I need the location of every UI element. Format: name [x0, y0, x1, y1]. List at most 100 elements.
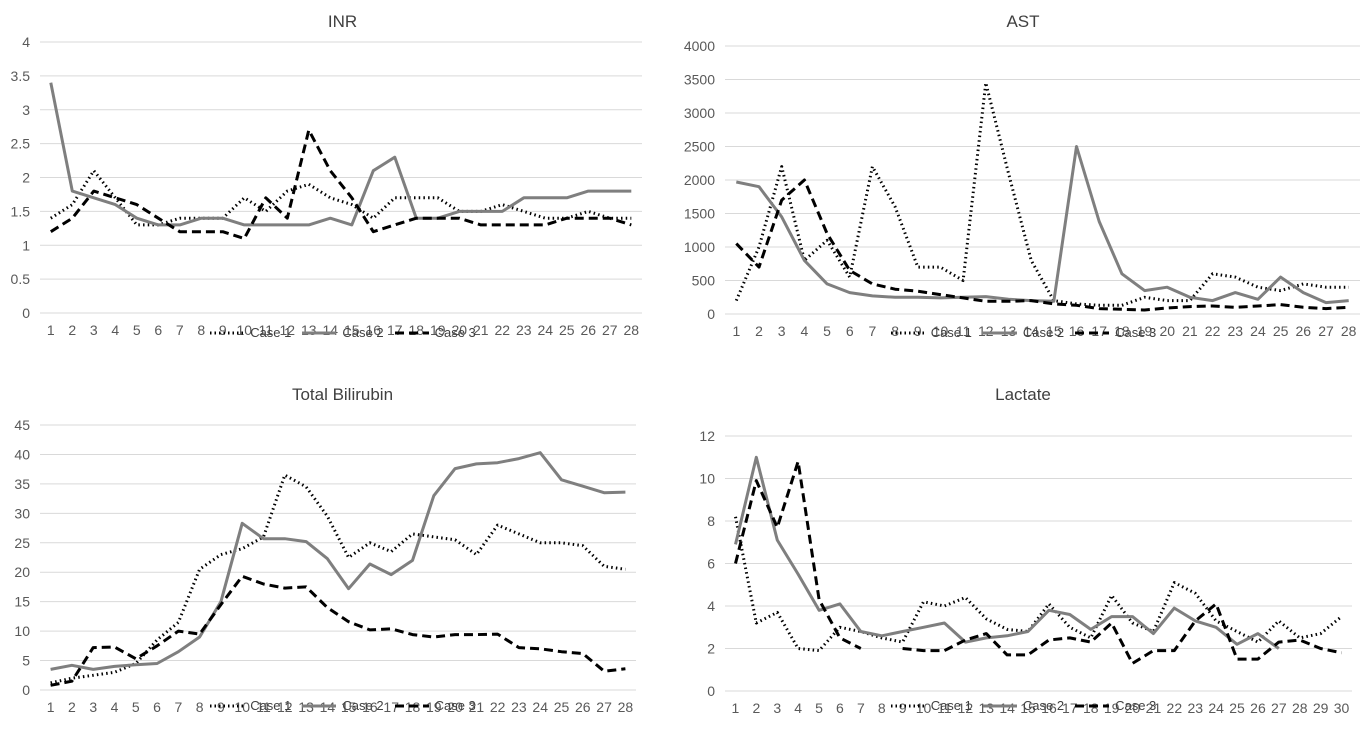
x-tick-label: 12: [279, 322, 295, 338]
y-tick-label: 0: [22, 682, 30, 698]
x-tick-label: 3: [90, 322, 98, 338]
x-tick-label: 10: [236, 322, 252, 338]
series-line-case-2: [735, 145, 1349, 305]
y-tick-label: 2.5: [11, 136, 31, 152]
y-tick-label: 1000: [684, 239, 715, 255]
x-tick-label: 24: [1250, 323, 1266, 339]
y-tick-label: 2: [707, 641, 715, 657]
x-tick-label: 6: [836, 700, 844, 716]
x-tick-label: 16: [365, 322, 381, 338]
chart-title: INR: [327, 12, 358, 31]
y-tick-label: 1: [22, 237, 30, 253]
x-tick-label: 20: [1125, 700, 1141, 716]
series-line-case-2: [734, 455, 1280, 650]
x-tick-label: 1: [47, 699, 55, 715]
legend-item-case-3: Case 3: [1074, 698, 1156, 713]
y-tick-label: 30: [14, 505, 30, 521]
chart-legend: Case 1 Case 2 Case 3: [675, 325, 1371, 340]
series-line-case-2: [50, 451, 626, 671]
legend-label: Case 1: [930, 325, 972, 340]
x-tick-label: 5: [133, 322, 141, 338]
x-tick-label: 1: [732, 700, 740, 716]
legend-label: Case 3: [1115, 698, 1157, 713]
x-tick-label: 15: [341, 699, 357, 715]
y-tick-label: 20: [14, 564, 30, 580]
x-tick-label: 27: [1271, 700, 1287, 716]
x-tick-label: 15: [1020, 700, 1036, 716]
legend-label: Case 3: [434, 698, 476, 713]
inr-chart-panel: INR 0 0.5 1 1.5 2 2.5 3 3.5 4 1 2 3 4 5 6 7 8 9 10 11 12 13 14…: [0, 0, 685, 372]
legend-swatch-dashed: [1075, 704, 1110, 707]
y-tick-label: 1.5: [11, 203, 31, 219]
legend-label: Case 2: [1022, 325, 1065, 340]
ast-chart-panel: AST 0 500 1000 1500 2000 2500 3000 3500 4000 1 2 3 4…: [675, 0, 1371, 372]
x-tick-label: 26: [1250, 700, 1266, 716]
x-tick-label: 27: [596, 699, 612, 715]
series-line-case-1: [50, 473, 626, 685]
x-tick-label: 11: [256, 699, 271, 715]
legend-swatch-dashed: [1075, 331, 1110, 334]
x-tick-label: 2: [752, 700, 760, 716]
x-tick-label: 21: [1182, 323, 1198, 339]
legend-label: Case 1: [930, 698, 972, 713]
chart-title: Lactate: [995, 385, 1051, 404]
legend-swatch-dashed: [394, 704, 429, 707]
x-tick-label: 11: [956, 323, 971, 339]
x-tick-label: 7: [176, 322, 184, 338]
x-tick-label: 9: [217, 699, 225, 715]
x-tick-label: 25: [559, 322, 575, 338]
x-tick-label: 6: [846, 323, 854, 339]
x-tick-label: 8: [878, 700, 886, 716]
x-tick-label: 22: [490, 699, 506, 715]
x-tick-label: 4: [800, 323, 808, 339]
y-tick-label: 8: [707, 513, 715, 529]
x-tick-label: 22: [1205, 323, 1221, 339]
x-tick-label: 16: [362, 699, 378, 715]
series-line-case-2: [49, 82, 632, 227]
x-tick-label: 19: [1137, 323, 1153, 339]
x-tick-label: 11: [258, 322, 273, 338]
legend-label: Case 2: [342, 698, 384, 713]
x-tick-label: 10: [916, 700, 932, 716]
x-tick-label: 14: [1023, 323, 1039, 339]
x-tick-label: 27: [1318, 323, 1334, 339]
legend-item-case-1: Case 1: [209, 698, 291, 713]
legend-swatch-solid: [302, 704, 337, 707]
x-tick-label: 11: [937, 700, 952, 716]
legend-swatch-dotted: [890, 704, 925, 707]
x-tick-label: 5: [132, 699, 140, 715]
series-line-case-3: [734, 460, 1342, 665]
legend-label: Case 1: [250, 698, 292, 713]
x-tick-label: 17: [1062, 700, 1078, 716]
x-tick-label: 23: [516, 322, 532, 338]
x-tick-label: 21: [1146, 700, 1162, 716]
y-tick-label: 3: [22, 102, 30, 118]
legend-swatch-dotted: [890, 331, 925, 334]
y-tick-label: 2000: [684, 172, 715, 188]
legend-item-case-2: Case 2: [301, 698, 384, 713]
legend-swatch-dotted: [210, 704, 245, 707]
x-tick-label: 12: [277, 699, 293, 715]
y-tick-label: 15: [14, 594, 30, 610]
lactate-chart-panel: Lactate 0 2 4 6 8 10 12 1 2 3 4 5 6 7 8 9 10 11 12 13 14 15 16…: [675, 373, 1371, 745]
x-tick-label: 26: [580, 322, 596, 338]
x-tick-label: 8: [196, 699, 204, 715]
x-tick-label: 6: [154, 322, 162, 338]
x-tick-label: 29: [1313, 700, 1329, 716]
x-tick-label: 22: [1167, 700, 1183, 716]
x-tick-label: 24: [1208, 700, 1224, 716]
x-tick-label: 18: [1114, 323, 1130, 339]
y-tick-label: 25: [14, 535, 30, 551]
legend-label: Case 2: [342, 325, 384, 340]
series-line-case-3: [50, 574, 626, 687]
y-tick-label: 35: [14, 476, 30, 492]
legend-item-case-3: Case 3: [1074, 325, 1156, 340]
x-tick-label: 4: [794, 700, 802, 716]
x-tick-label: 4: [111, 699, 119, 715]
x-tick-label: 26: [575, 699, 591, 715]
y-tick-label: 0: [707, 683, 715, 699]
x-tick-label: 25: [1273, 323, 1289, 339]
y-tick-label: 45: [14, 417, 30, 433]
series-line-case-3: [50, 128, 632, 240]
